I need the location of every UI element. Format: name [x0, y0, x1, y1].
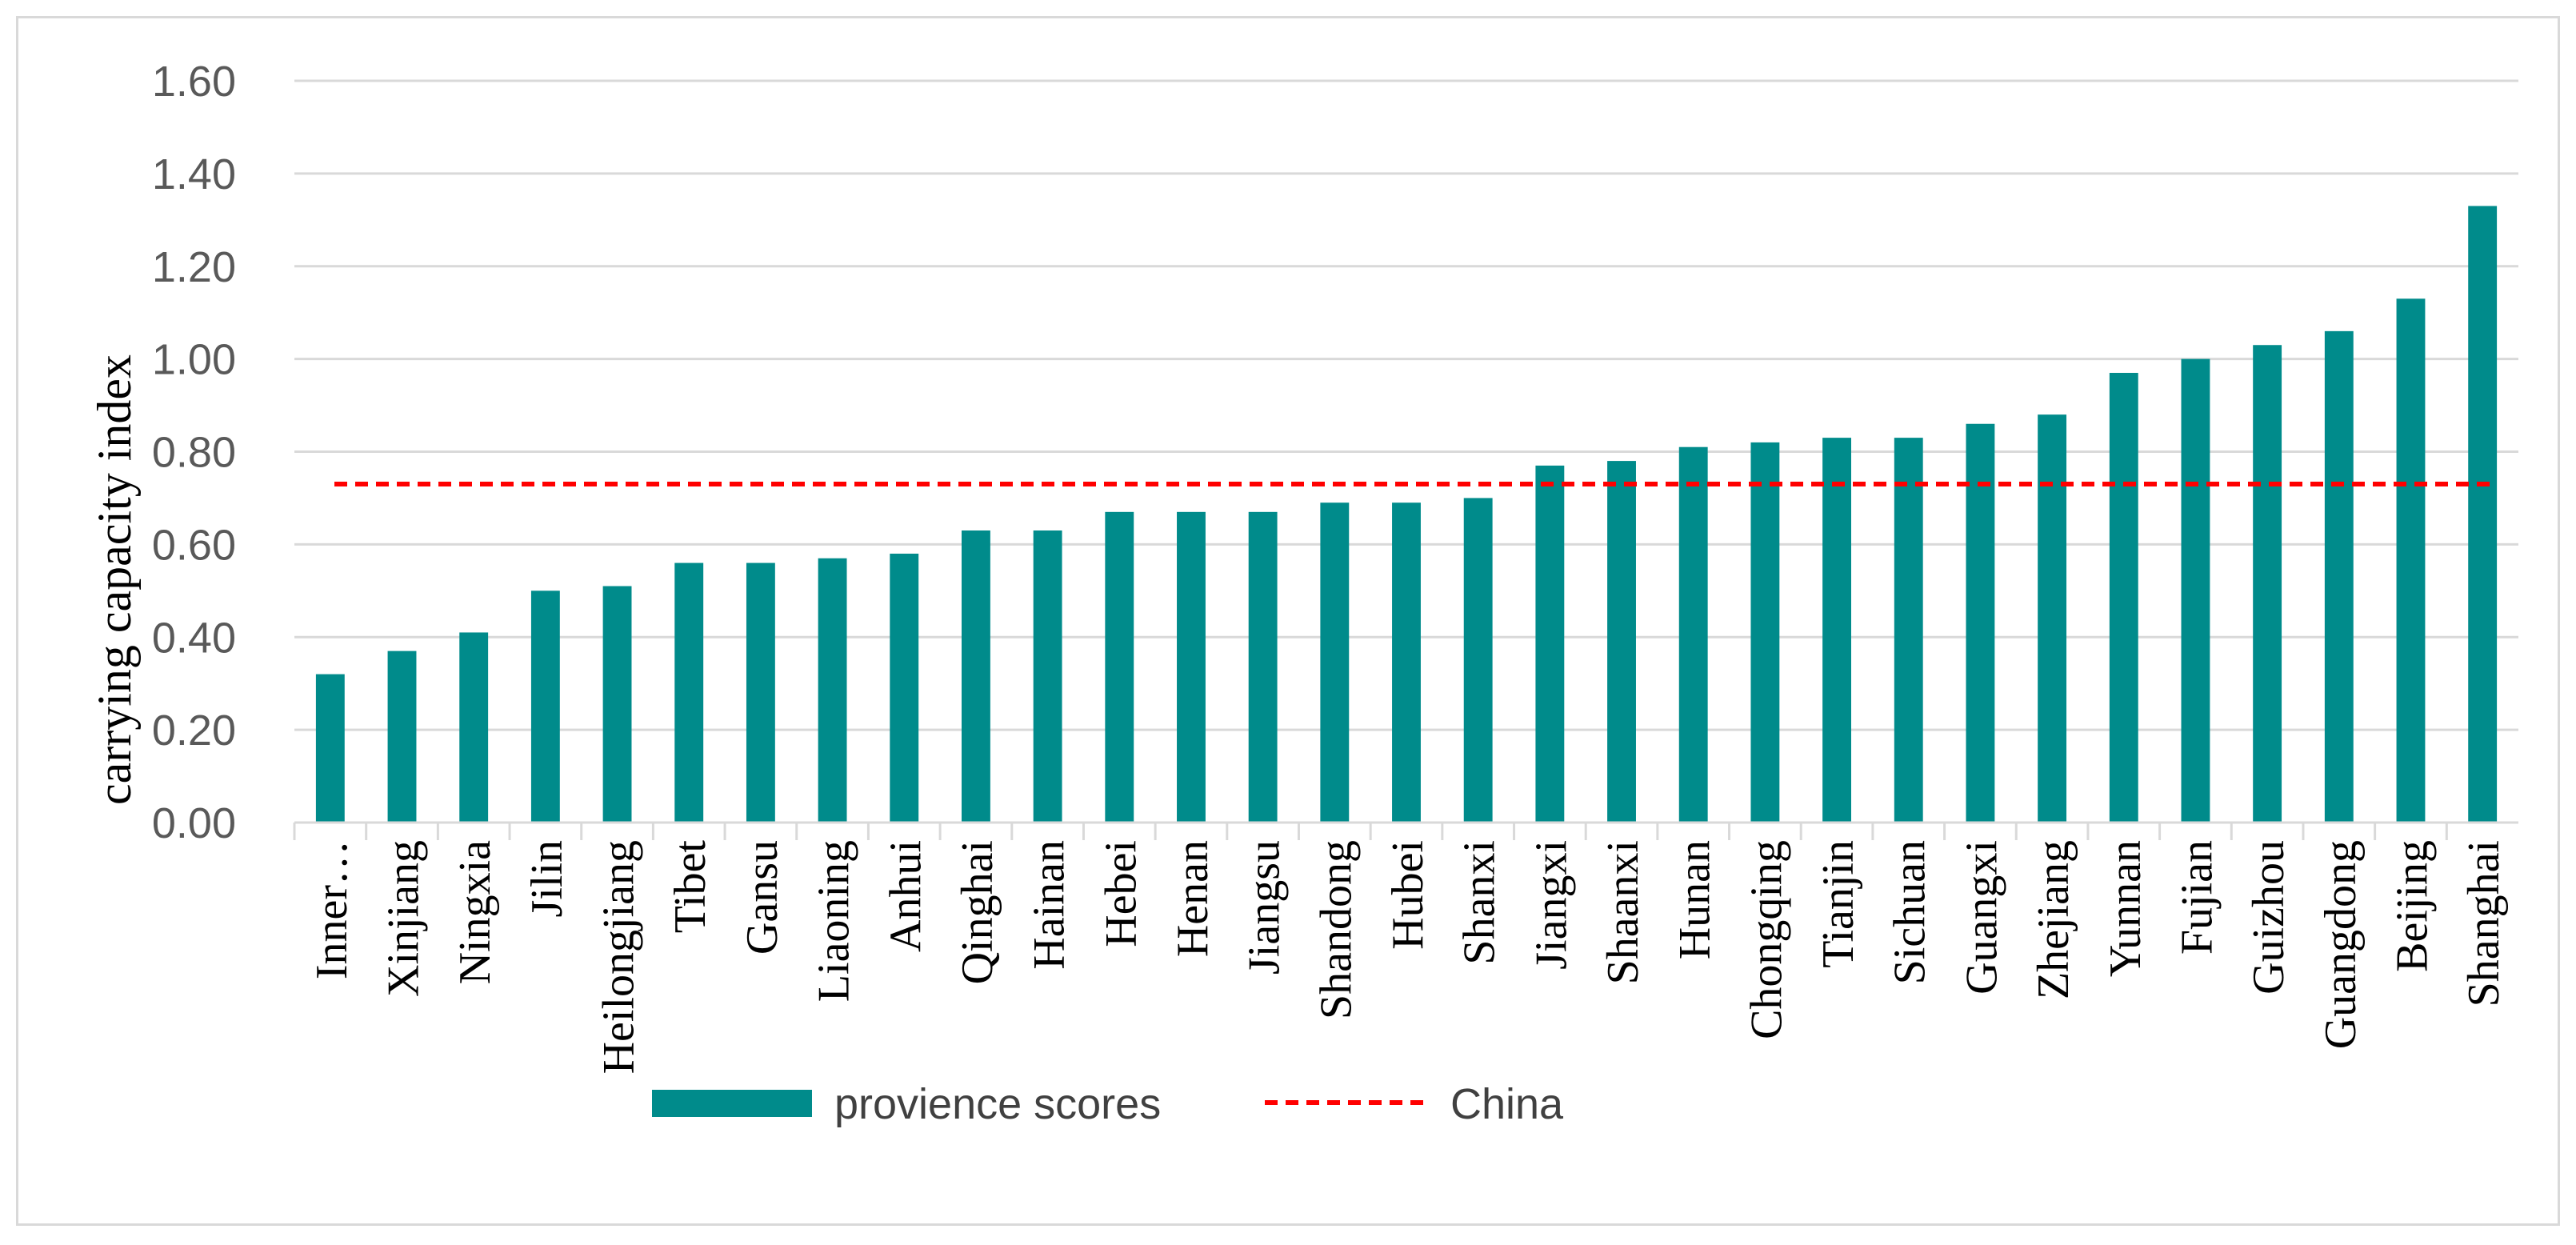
y-axis-title: carrying capacity index — [88, 354, 141, 805]
legend-line-label: China — [1450, 1080, 1564, 1128]
bar-hunan — [1678, 446, 1708, 823]
bar-yunnan — [2109, 373, 2138, 823]
bar-guizhou — [2253, 345, 2282, 823]
bar-fujian — [2181, 358, 2210, 823]
category-label: Chongqing — [1742, 840, 1791, 1039]
bar-qinghai — [962, 530, 990, 823]
legend-bar-swatch — [652, 1090, 812, 1117]
category-label: Guangdong — [2316, 840, 2366, 1049]
category-label: Jiangsu — [1240, 840, 1290, 975]
bar-heilongjiang — [602, 586, 632, 823]
category-label: Inner… — [307, 840, 357, 979]
category-label: Qinghai — [953, 840, 1002, 984]
y-tick-label: 0.20 — [152, 707, 236, 755]
category-label: Ningxia — [450, 840, 500, 985]
chart-frame: 0.00 0.20 0.40 0.60 0.80 1.00 1.20 1.40 1.60 Inn… — [16, 16, 2560, 1226]
y-tick-label: 0.40 — [152, 614, 236, 662]
bar-hebei — [1105, 511, 1134, 823]
category-label: Jiangxi — [1526, 840, 1576, 970]
bar-beijing — [2396, 298, 2426, 823]
category-label: Anhui — [881, 840, 930, 952]
category-label: Gansu — [738, 840, 787, 955]
bar-xinjiang — [387, 651, 417, 823]
bar-tianjin — [1822, 438, 1851, 823]
category-label: Hunan — [1670, 840, 1720, 959]
bar-tibet — [674, 562, 704, 823]
y-tick-label: 1.40 — [152, 150, 236, 198]
bar-sichuan — [1894, 438, 1923, 823]
category-label: Tianjin — [1814, 840, 1863, 968]
category-label: Sichuan — [1886, 840, 1935, 984]
bar-gansu — [746, 562, 775, 823]
category-label: Xinjiang — [379, 840, 429, 997]
bar-guangdong — [2324, 330, 2354, 823]
bar-henan — [1177, 511, 1206, 823]
category-label: Guangxi — [1957, 840, 2006, 995]
category-label: Jilin — [522, 840, 572, 917]
category-label: Shaanxi — [1598, 840, 1648, 984]
category-label: Yunnan — [2101, 840, 2150, 977]
category-label: Liaoning — [810, 840, 859, 1002]
bar-shaanxi — [1607, 461, 1636, 823]
bar-guangxi — [1966, 423, 1995, 823]
legend: provience scores China — [652, 1080, 1564, 1128]
category-label: Henan — [1168, 840, 1218, 957]
y-tick-label: 0.00 — [152, 799, 236, 847]
bar-hainan — [1033, 530, 1062, 823]
category-label: Beijing — [2387, 840, 2437, 972]
bar-chart: 0.00 0.20 0.40 0.60 0.80 1.00 1.20 1.40 1.60 Inn… — [88, 58, 2518, 1128]
category-labels: Inner… Xinjiang Ningxia Jilin Heilongjiang Ti… — [293, 823, 2509, 1074]
y-tick-label: 1.20 — [152, 243, 236, 291]
bar-inner — [315, 674, 345, 823]
bar-jiangsu — [1248, 511, 1278, 823]
y-tick-label: 1.60 — [152, 58, 236, 106]
bar-anhui — [890, 553, 919, 823]
category-label: Zhejiang — [2029, 840, 2078, 999]
bar-ningxia — [459, 632, 489, 823]
category-label: Hebei — [1096, 840, 1146, 947]
bar-shandong — [1320, 502, 1350, 823]
y-tick-label: 0.80 — [152, 429, 236, 477]
category-label: Hainan — [1025, 840, 1074, 970]
bar-shanxi — [1463, 498, 1493, 823]
bar-hubei — [1392, 502, 1421, 823]
bar-liaoning — [818, 558, 847, 823]
bar-zhejiang — [2038, 414, 2067, 823]
y-axis-ticks: 0.00 0.20 0.40 0.60 0.80 1.00 1.20 1.40 1.60 — [152, 58, 236, 847]
bar-chongqing — [1750, 442, 1780, 823]
category-label: Tibet — [666, 840, 715, 934]
bar-jilin — [530, 590, 560, 823]
bars — [315, 206, 2498, 823]
y-tick-label: 0.60 — [152, 521, 236, 569]
y-tick-label: 1.00 — [152, 336, 236, 384]
category-label: Shanxi — [1455, 840, 1505, 965]
category-label: Shandong — [1311, 840, 1361, 1019]
bar-shanghai — [2468, 206, 2498, 823]
category-label: Heilongjiang — [594, 840, 644, 1074]
legend-bar-label: provience scores — [834, 1080, 1161, 1128]
category-label: Guizhou — [2244, 840, 2294, 995]
bar-jiangxi — [1535, 465, 1565, 823]
category-label: Fujian — [2172, 840, 2222, 955]
category-label: Hubei — [1383, 840, 1433, 950]
category-label: Shanghai — [2459, 840, 2509, 1007]
